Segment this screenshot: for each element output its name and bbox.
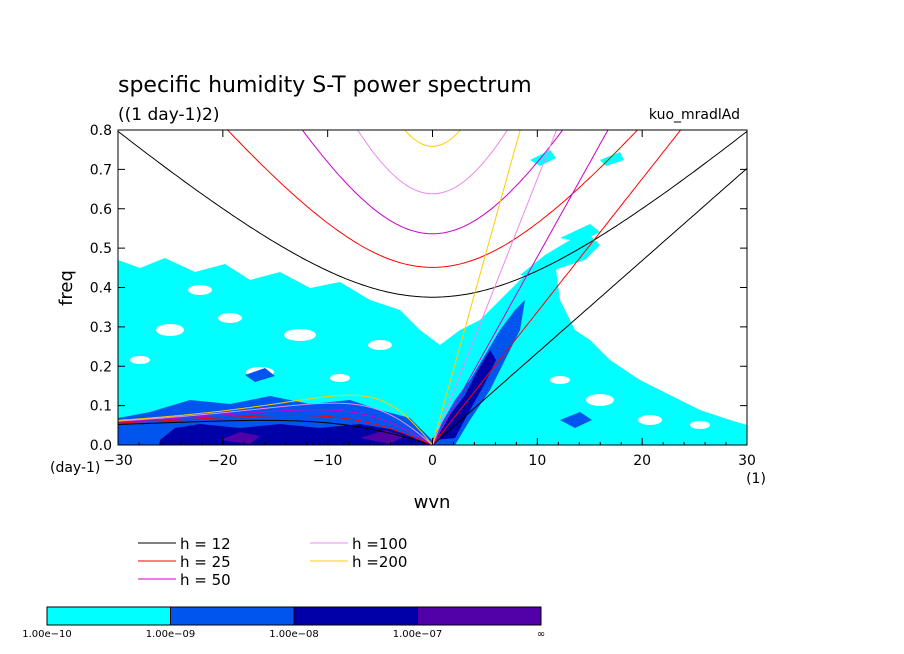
colorbar-label: 1.00e−07 (393, 629, 443, 640)
y-axis-unit: (day-1) (50, 460, 100, 476)
y-tick-label: 0.5 (90, 241, 112, 257)
x-tick-label: 20 (633, 453, 651, 469)
run-label: kuo_mradlAd (649, 107, 740, 123)
ig1-curve (357, 130, 508, 195)
kelvin-curve (432, 130, 609, 445)
ig1-curve (118, 131, 747, 298)
colorbar-label: 1.00e−08 (269, 629, 319, 640)
colorbar-swatch (170, 606, 295, 626)
ig1-curve (404, 130, 461, 147)
rossby-curve (118, 402, 433, 445)
y-tick-label: 0.0 (90, 438, 112, 454)
colorbar-swatch (293, 606, 418, 626)
ig1-curve (301, 130, 564, 235)
y-tick-label: 0.2 (90, 359, 112, 375)
kelvin-curve (432, 130, 682, 445)
x-axis-unit: (1) (746, 471, 766, 487)
legend-label: h = 50 (180, 571, 231, 589)
contour-cyan (530, 150, 556, 166)
rossby-curve (118, 419, 433, 445)
colorbar: 1.00e−10 1.00e−09 1.00e−08 1.00e−07 ∞ (22, 606, 545, 640)
rossby-curve (118, 409, 433, 445)
contour-cyan (520, 235, 600, 278)
chart-title: specific humidity S-T power spectrum (118, 73, 532, 98)
rossby-curve (118, 394, 433, 445)
x-axis: −30 −20 −10 0 10 20 30 (103, 130, 756, 469)
contour-cyan (560, 224, 600, 242)
y-tick-label: 0.6 (90, 202, 112, 218)
contour-purple (360, 430, 405, 444)
y-axis-label: freq (56, 270, 77, 306)
x-axis-label: wvn (414, 492, 451, 513)
x-tick-label: −30 (103, 453, 133, 469)
x-tick-label: 0 (428, 453, 437, 469)
kelvin-curve (432, 130, 521, 445)
kelvin-curve (432, 168, 747, 445)
x-tick-label: −10 (313, 453, 343, 469)
colorbar-swatch (46, 606, 171, 626)
y-tick-label: 0.7 (90, 162, 112, 178)
contour-navy (435, 350, 496, 440)
contour-blue (118, 300, 525, 445)
y-tick-label: 0.4 (90, 281, 112, 297)
dispersion-curves (118, 130, 747, 445)
legend-label: h = 12 (180, 535, 231, 553)
kelvin-curve (432, 130, 558, 445)
contour-layer (118, 150, 747, 445)
y-tick-label: 0.1 (90, 399, 112, 415)
contour-purple (220, 432, 260, 444)
contour-blue (560, 412, 592, 428)
colorbar-label: ∞ (537, 629, 545, 640)
ig1-curve (226, 130, 639, 268)
legend-label: h =100 (352, 535, 407, 553)
chart-subtitle: ((1 day-1)2) (118, 105, 220, 125)
y-axis: 0.0 0.1 0.2 0.3 0.4 0.5 0.6 0.7 0.8 (90, 123, 747, 454)
colorbar-label: 1.00e−09 (146, 629, 196, 640)
y-tick-label: 0.3 (90, 320, 112, 336)
legend-label: h =200 (352, 553, 407, 571)
x-tick-label: −20 (208, 453, 238, 469)
rossby-curve (118, 414, 433, 445)
x-tick-label: 30 (738, 453, 756, 469)
x-tick-label: 10 (528, 453, 546, 469)
colorbar-swatch (417, 606, 542, 626)
legend-label: h = 25 (180, 553, 231, 571)
colorbar-label: 1.00e−10 (22, 629, 72, 640)
contour-blue (245, 368, 275, 382)
y-tick-label: 0.8 (90, 123, 112, 139)
